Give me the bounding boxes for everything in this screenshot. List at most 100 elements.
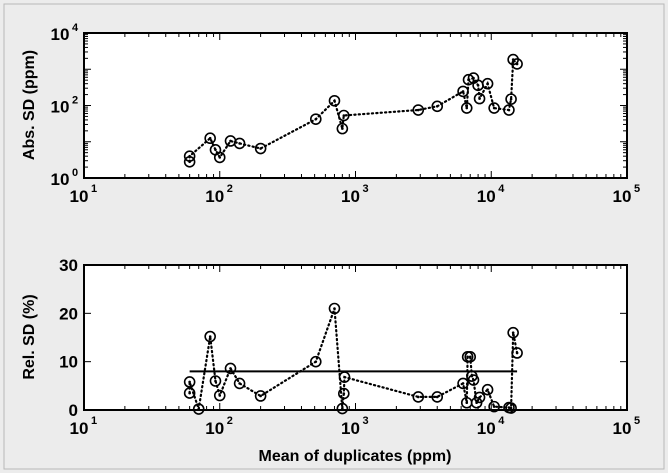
data-point bbox=[503, 104, 515, 116]
data-point bbox=[488, 400, 500, 413]
data-point-center bbox=[507, 406, 511, 409]
rel-sd-y-axis-label: Rel. SD (%) bbox=[21, 294, 38, 379]
x-tick-label: 10 bbox=[477, 419, 496, 438]
data-point-center bbox=[486, 82, 489, 85]
data-point-ring bbox=[183, 376, 196, 388]
data-point bbox=[481, 77, 494, 90]
figure-frame bbox=[3, 3, 665, 470]
data-point-center bbox=[465, 401, 469, 405]
x-tick-label-exponent: 5 bbox=[634, 415, 640, 427]
data-point-center bbox=[208, 335, 212, 338]
data-point-center bbox=[238, 382, 241, 385]
data-point-ring bbox=[336, 402, 349, 415]
data-point-ring bbox=[511, 347, 523, 359]
y-tick-label: 0 bbox=[69, 401, 78, 420]
data-point bbox=[431, 100, 444, 113]
x-tick-label-exponent: 3 bbox=[362, 183, 368, 195]
data-point-ring bbox=[233, 137, 246, 150]
data-point bbox=[511, 58, 523, 70]
data-point-ring bbox=[460, 102, 473, 114]
data-point-center bbox=[333, 307, 336, 310]
data-point-center bbox=[466, 355, 469, 359]
data-point-center bbox=[229, 367, 232, 370]
data-point-ring bbox=[213, 389, 226, 402]
data-point-ring bbox=[488, 400, 500, 413]
data-point-center bbox=[342, 392, 346, 395]
data-point-ring bbox=[457, 85, 469, 98]
x-tick-label-exponent: 5 bbox=[634, 183, 640, 195]
y-tick-label: 10 bbox=[51, 25, 70, 44]
x-tick-label: 10 bbox=[205, 187, 224, 206]
data-point-center bbox=[314, 117, 318, 121]
x-tick-label-exponent: 4 bbox=[498, 183, 505, 195]
x-tick-label: 10 bbox=[341, 187, 360, 206]
data-point bbox=[505, 402, 517, 414]
data-point bbox=[338, 387, 350, 400]
data-point-center bbox=[416, 395, 420, 399]
data-point-ring bbox=[412, 104, 425, 116]
x-tick-label: 10 bbox=[205, 419, 224, 438]
data-point-center bbox=[214, 379, 217, 383]
data-point-ring bbox=[503, 104, 515, 116]
data-point-center bbox=[197, 407, 201, 411]
data-point bbox=[412, 104, 425, 116]
y-tick-label: 10 bbox=[51, 98, 70, 117]
data-point-center bbox=[259, 147, 262, 150]
data-point-ring bbox=[336, 122, 349, 135]
data-point-ring bbox=[204, 330, 216, 343]
data-point-center bbox=[478, 396, 481, 399]
y-tick-label: 30 bbox=[59, 256, 78, 275]
data-point-ring bbox=[431, 100, 444, 113]
data-point-center bbox=[218, 394, 222, 397]
x-tick-label: 10 bbox=[341, 419, 360, 438]
data-point-center bbox=[229, 139, 232, 143]
data-point-ring bbox=[505, 93, 517, 105]
data-point-center bbox=[492, 405, 496, 408]
data-point-center bbox=[218, 156, 222, 159]
data-point bbox=[460, 102, 473, 114]
data-point-ring bbox=[481, 77, 494, 90]
data-point bbox=[254, 142, 267, 155]
data-point-center bbox=[259, 394, 262, 398]
data-point bbox=[204, 330, 216, 343]
data-point-ring bbox=[209, 375, 222, 387]
data-point-ring bbox=[183, 387, 196, 399]
data-point bbox=[507, 326, 519, 339]
data-point-center bbox=[341, 407, 344, 410]
data-point bbox=[310, 113, 322, 125]
data-point-ring bbox=[473, 391, 486, 404]
data-point-ring bbox=[481, 383, 494, 396]
data-point-ring bbox=[462, 73, 475, 86]
data-point-ring bbox=[338, 387, 350, 400]
rel-sd-series-line bbox=[188, 308, 519, 410]
data-point-ring bbox=[511, 58, 523, 70]
data-point bbox=[488, 102, 500, 114]
data-point-ring bbox=[328, 302, 341, 315]
data-point bbox=[192, 403, 205, 415]
data-point-ring bbox=[213, 151, 226, 164]
y-tick-label-exponent: 2 bbox=[72, 95, 78, 107]
rel-sd-series-points bbox=[183, 302, 523, 415]
x-tick-label-exponent: 1 bbox=[91, 415, 97, 427]
x-tick-label-exponent: 3 bbox=[362, 415, 368, 427]
x-tick-label: 10 bbox=[613, 187, 632, 206]
data-point-center bbox=[208, 136, 212, 140]
data-point-ring bbox=[328, 94, 341, 107]
data-point bbox=[511, 347, 523, 359]
data-point-ring bbox=[233, 377, 246, 390]
data-point-ring bbox=[431, 391, 444, 403]
data-point-center bbox=[214, 148, 217, 152]
x-tick-label: 10 bbox=[70, 419, 89, 438]
data-point bbox=[254, 390, 267, 402]
data-point-ring bbox=[183, 150, 196, 162]
data-point-center bbox=[472, 76, 475, 80]
data-point-ring bbox=[310, 355, 322, 368]
data-point-ring bbox=[467, 374, 480, 386]
data-point-center bbox=[238, 142, 241, 145]
x-tick-label-exponent: 2 bbox=[227, 415, 233, 427]
x-tick-label-exponent: 1 bbox=[91, 183, 97, 195]
data-point bbox=[183, 150, 196, 162]
data-point bbox=[328, 302, 341, 315]
